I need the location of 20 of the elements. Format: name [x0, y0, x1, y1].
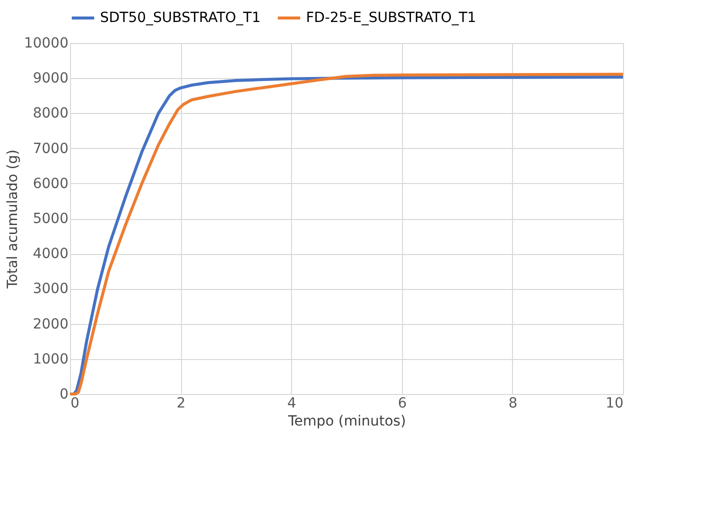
- x-tick-label: 4: [287, 396, 296, 412]
- x-axis-title: Tempo (minutos): [287, 414, 406, 430]
- x-tick-label: 10: [606, 396, 624, 412]
- x-tick-label: 6: [398, 396, 407, 412]
- y-tick-label: 5000: [32, 211, 68, 227]
- x-tick-label: 2: [176, 396, 186, 412]
- y-tick-label: 9000: [32, 70, 68, 87]
- y-tick-label: 6000: [32, 176, 68, 192]
- y-tick-label: 3000: [32, 281, 68, 298]
- y-tick-label: 8000: [32, 106, 68, 122]
- y-tick-label: 7000: [32, 140, 68, 157]
- y-tick-label: 2000: [32, 316, 68, 332]
- y-axis-title: Total acumulado (g): [4, 150, 21, 290]
- y-tick-label: 1000: [32, 351, 68, 368]
- legend-label: SDT50_SUBSTRATO_T1: [100, 10, 261, 26]
- y-tick-label: 10000: [24, 36, 68, 52]
- y-tick-label: 4000: [32, 246, 68, 262]
- x-tick-label: 8: [508, 396, 518, 412]
- legend-label: FD-25-E_SUBSTRATO_T1: [306, 10, 476, 26]
- x-tick-label: 0: [70, 396, 80, 412]
